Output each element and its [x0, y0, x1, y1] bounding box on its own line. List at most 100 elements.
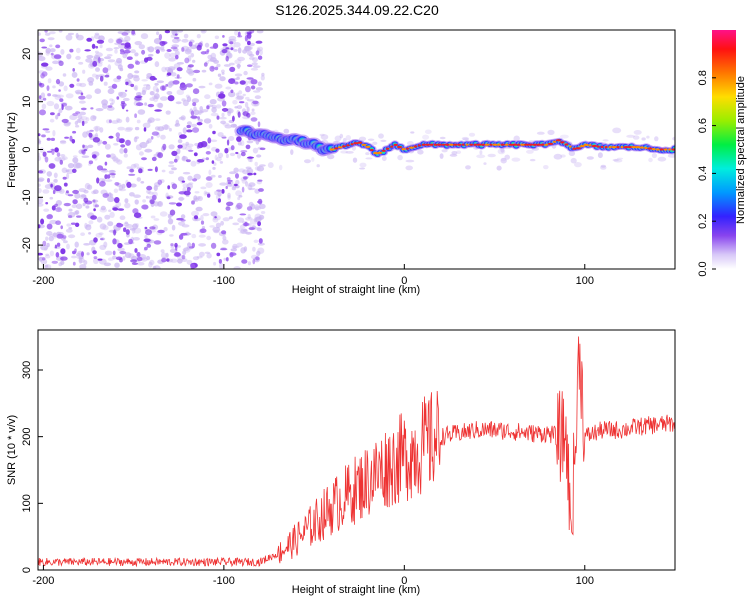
noise-blob: [131, 262, 138, 266]
noise-blob: [51, 205, 56, 211]
noise-speck: [170, 258, 178, 263]
noise-speck: [192, 77, 197, 82]
noise-blob: [68, 215, 73, 219]
noise-speck: [198, 85, 206, 89]
noise-speck: [73, 211, 78, 215]
noise-blob: [141, 49, 146, 55]
noise-blob: [112, 238, 117, 245]
noise-speck: [223, 64, 231, 67]
noise-speck: [254, 95, 262, 100]
noise-blob: [192, 127, 200, 133]
noise-speck: [41, 103, 47, 110]
noise-speck: [153, 185, 158, 191]
noise-speck: [206, 235, 212, 241]
noise-blob: [124, 89, 128, 92]
noise-blob: [99, 180, 106, 187]
ridge-core: [671, 148, 675, 151]
noise-speck: [149, 97, 155, 101]
ridge-core: [473, 143, 477, 146]
noise-blob: [228, 78, 236, 84]
noise-blob: [218, 93, 226, 99]
noise-blob: [247, 172, 254, 176]
noise-blob: [42, 97, 47, 101]
ridge-haze: [380, 139, 387, 142]
noise-speck: [85, 94, 93, 100]
noise-speck: [233, 167, 239, 173]
ridge-core: [651, 148, 656, 151]
noise-speck: [177, 245, 181, 248]
noise-speck: [42, 189, 50, 194]
noise-blob: [205, 151, 211, 155]
noise-speck: [138, 151, 144, 156]
noise-blob: [128, 238, 134, 245]
noise-blob: [60, 256, 68, 261]
ridge-haze: [267, 162, 274, 169]
noise-speck: [178, 197, 185, 201]
noise-blob: [207, 137, 212, 144]
noise-speck: [47, 78, 52, 84]
noise-speck: [52, 94, 58, 97]
noise-blob: [45, 202, 49, 205]
snr-x-ticks: -200 -100 0 100: [32, 565, 594, 587]
noise-speck: [212, 166, 216, 170]
noise-blob: [238, 101, 245, 104]
ridge-haze: [365, 152, 370, 156]
ridge-haze: [513, 135, 520, 142]
snr-marks: [38, 336, 675, 568]
noise-speck: [188, 70, 195, 76]
noise-speck: [181, 98, 186, 102]
noise-speck: [58, 30, 63, 33]
ridge-core: [527, 143, 534, 146]
noise-speck: [145, 84, 151, 91]
ridge-haze: [633, 135, 640, 140]
noise-speck: [258, 203, 266, 209]
ridge-haze: [283, 128, 290, 134]
noise-blob: [159, 41, 166, 46]
noise-blob: [71, 139, 76, 144]
noise-blob: [234, 81, 239, 85]
noise-blob: [107, 105, 113, 108]
noise-speck: [38, 152, 41, 157]
noise-blob: [186, 159, 191, 163]
noise-blob: [197, 116, 201, 120]
ridge-haze: [345, 151, 354, 154]
noise-blob: [72, 130, 77, 134]
noise-blob: [96, 177, 100, 184]
noise-blob: [134, 248, 138, 253]
noise-blob: [149, 226, 156, 230]
noise-speck: [164, 52, 171, 59]
noise-speck: [236, 95, 245, 100]
ridge-haze: [526, 149, 534, 154]
noise-speck: [126, 166, 132, 170]
noise-blob: [144, 246, 148, 251]
noise-speck: [60, 260, 65, 266]
noise-speck: [213, 162, 217, 166]
noise-speck: [249, 56, 255, 60]
ridge-haze: [574, 162, 582, 168]
noise-blob: [225, 185, 228, 190]
noise-speck: [64, 105, 73, 111]
noise-speck: [62, 73, 67, 77]
noise-speck: [228, 91, 236, 98]
noise-blob: [117, 208, 124, 211]
noise-blob: [141, 204, 149, 210]
spectrogram-y-tick-label: 20: [21, 48, 33, 60]
noise-speck: [245, 216, 253, 221]
noise-speck: [103, 241, 108, 248]
noise-speck: [95, 108, 104, 112]
noise-blob: [200, 220, 205, 225]
noise-speck: [210, 211, 218, 217]
noise-speck: [173, 63, 181, 69]
noise-blob: [230, 47, 234, 51]
ridge-haze: [372, 141, 378, 145]
ridge-haze: [597, 152, 603, 159]
noise-speck: [205, 182, 213, 188]
noise-speck: [254, 204, 260, 211]
noise-speck: [225, 86, 232, 90]
noise-speck: [177, 258, 183, 264]
noise-blob: [167, 95, 175, 102]
noise-blob: [153, 240, 162, 245]
noise-speck: [200, 214, 204, 221]
noise-speck: [49, 31, 56, 35]
noise-speck: [124, 198, 129, 204]
